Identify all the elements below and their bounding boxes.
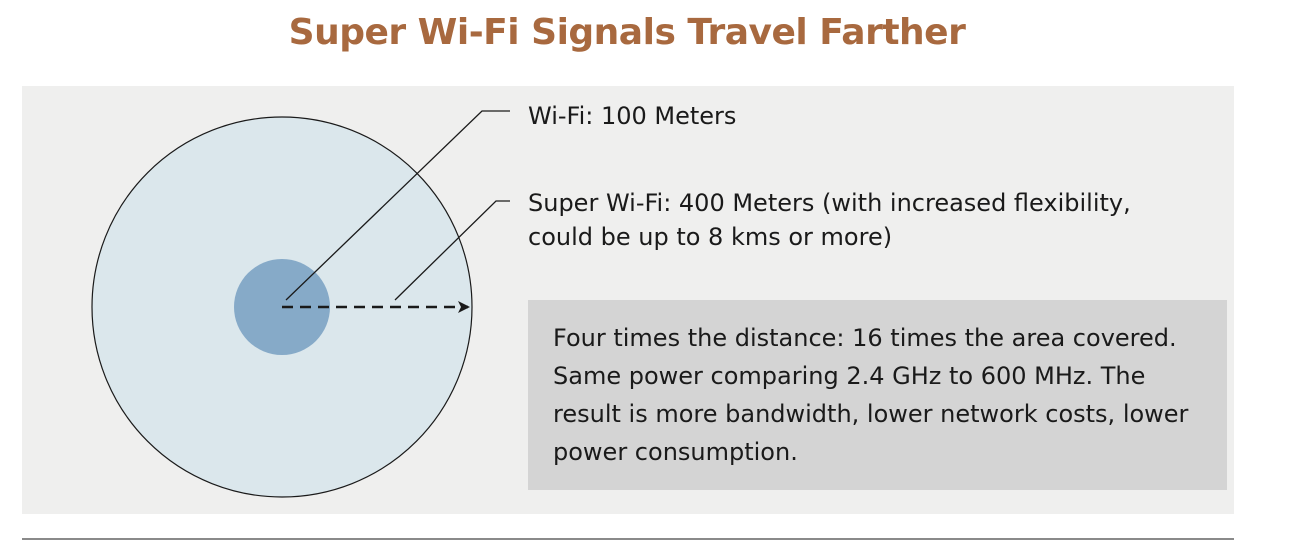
- callout-box: Four times the distance: 16 times the ar…: [528, 300, 1227, 490]
- super-wifi-range-label: Super Wi-Fi: 400 Meters (with increased …: [528, 186, 1131, 254]
- super-wifi-range-label-line1: Super Wi-Fi: 400 Meters (with increased …: [528, 189, 1131, 217]
- diagram-title: Super Wi-Fi Signals Travel Farther: [288, 12, 966, 53]
- bottom-divider: [22, 538, 1234, 540]
- wifi-range-label: Wi-Fi: 100 Meters: [528, 102, 737, 130]
- super-wifi-leader-line: [394, 200, 510, 301]
- super-wifi-range-label-line2: could be up to 8 kms or more): [528, 223, 893, 251]
- callout-text: Four times the distance: 16 times the ar…: [553, 324, 1189, 466]
- wifi-leader-line: [285, 110, 510, 301]
